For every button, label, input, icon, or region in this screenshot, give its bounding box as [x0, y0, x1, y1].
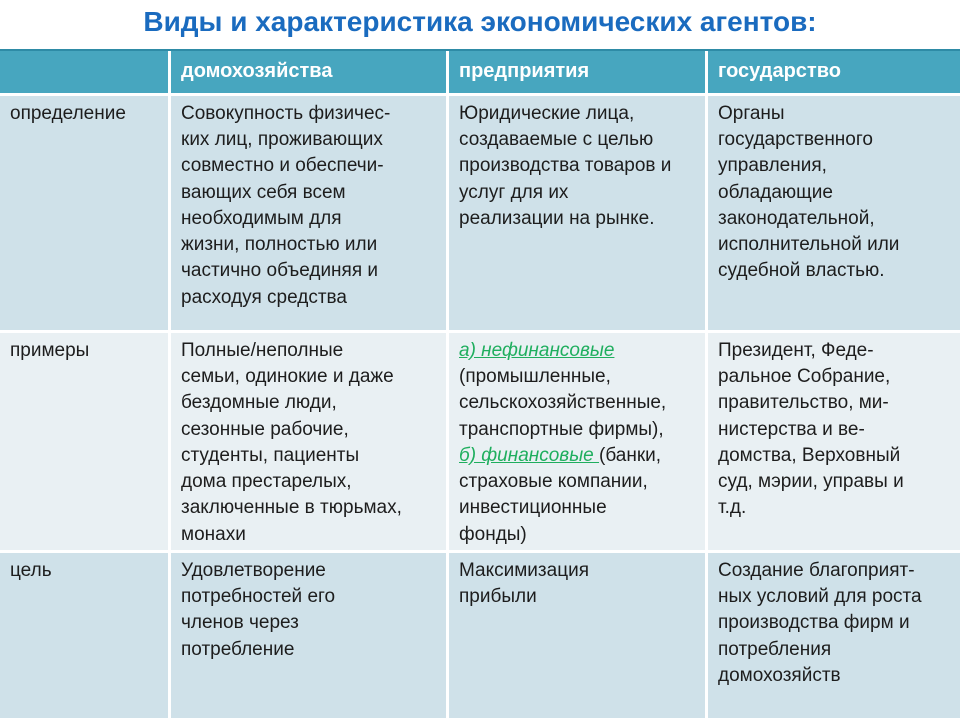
green-accent-text: б) финансовые [459, 444, 600, 466]
cell-examples-enterprises: а) нефинансовые (промышленные, сельскохо… [449, 333, 705, 550]
column-header-empty [0, 51, 168, 93]
green-accent-text: а) нефинансовые [459, 340, 615, 361]
row-label-definition: определение [0, 96, 168, 330]
cell-definition-enterprises: Юридические лица, создаваемые с целью пр… [449, 96, 705, 330]
column-header-enterprises: предприятия [449, 51, 705, 93]
cell-goal-state: Создание благоприят- ных условий для рос… [708, 553, 960, 718]
cell-definition-state: Органы государственного управления, обла… [708, 96, 960, 330]
slide-title: Виды и характеристика экономических аген… [143, 6, 817, 37]
plain-text: (банки, страховые компании, инвестиционн… [459, 444, 662, 545]
cell-examples-households: Полные/неполные семьи, одинокие и даже б… [171, 333, 446, 550]
cell-goal-enterprises: Максимизация прибыли [449, 553, 705, 718]
row-label-examples: примеры [0, 333, 168, 550]
cell-definition-households: Совокупность физичес- ких лиц, проживающ… [171, 96, 446, 330]
row-label-goal: цель [0, 553, 168, 718]
cell-goal-households: Удовлетворение потребностей его членов ч… [171, 553, 446, 718]
column-header-households: домохозяйства [171, 51, 446, 93]
column-header-state: государство [708, 51, 960, 93]
economic-agents-table: домохозяйства предприятия государство оп… [0, 49, 960, 718]
plain-text: (промышленные, сельскохозяйственные, тра… [459, 366, 667, 440]
cell-examples-state: Президент, Феде- ральное Собрание, прави… [708, 333, 960, 550]
